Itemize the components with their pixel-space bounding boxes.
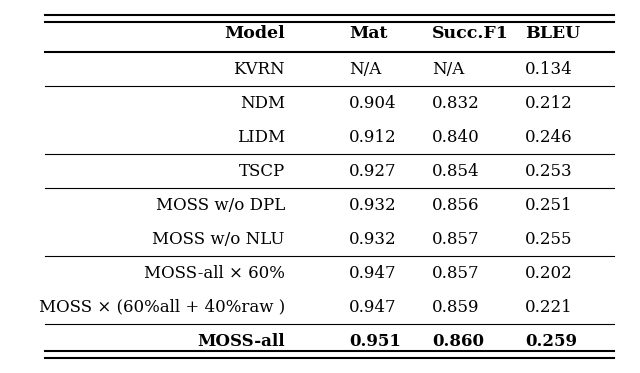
Text: Model: Model bbox=[224, 25, 285, 42]
Text: 0.932: 0.932 bbox=[349, 231, 396, 248]
Text: MOSS w/o DPL: MOSS w/o DPL bbox=[156, 197, 285, 214]
Text: 0.832: 0.832 bbox=[432, 95, 480, 112]
Text: 0.951: 0.951 bbox=[349, 333, 401, 350]
Text: 0.857: 0.857 bbox=[432, 264, 479, 282]
Text: 0.246: 0.246 bbox=[525, 129, 572, 146]
Text: 0.840: 0.840 bbox=[432, 129, 480, 146]
Text: 0.859: 0.859 bbox=[432, 299, 479, 316]
Text: TSCP: TSCP bbox=[239, 163, 285, 180]
Text: 0.927: 0.927 bbox=[349, 163, 396, 180]
Text: NDM: NDM bbox=[239, 95, 285, 112]
Text: 0.221: 0.221 bbox=[525, 299, 573, 316]
Text: 0.856: 0.856 bbox=[432, 197, 479, 214]
Text: MOSS w/o NLU: MOSS w/o NLU bbox=[152, 231, 285, 248]
Text: 0.212: 0.212 bbox=[525, 95, 573, 112]
Text: LIDM: LIDM bbox=[237, 129, 285, 146]
Text: 0.857: 0.857 bbox=[432, 231, 479, 248]
Text: MOSS-all: MOSS-all bbox=[197, 333, 285, 350]
Text: BLEU: BLEU bbox=[525, 25, 580, 42]
Text: N/A: N/A bbox=[349, 61, 381, 78]
Text: Succ.F1: Succ.F1 bbox=[432, 25, 509, 42]
Text: N/A: N/A bbox=[432, 61, 464, 78]
Text: 0.134: 0.134 bbox=[525, 61, 573, 78]
Text: 0.932: 0.932 bbox=[349, 197, 396, 214]
Text: 0.255: 0.255 bbox=[525, 231, 572, 248]
Text: KVRN: KVRN bbox=[233, 61, 285, 78]
Text: 0.912: 0.912 bbox=[349, 129, 396, 146]
Text: 0.253: 0.253 bbox=[525, 163, 572, 180]
Text: 0.202: 0.202 bbox=[525, 264, 573, 282]
Text: MOSS-all × 60%: MOSS-all × 60% bbox=[144, 264, 285, 282]
Text: Mat: Mat bbox=[349, 25, 387, 42]
Text: 0.860: 0.860 bbox=[432, 333, 484, 350]
Text: MOSS × (60%all + 40%raw ): MOSS × (60%all + 40%raw ) bbox=[38, 299, 285, 316]
Text: 0.904: 0.904 bbox=[349, 95, 396, 112]
Text: 0.947: 0.947 bbox=[349, 299, 396, 316]
Text: 0.259: 0.259 bbox=[525, 333, 577, 350]
Text: 0.854: 0.854 bbox=[432, 163, 479, 180]
Text: 0.947: 0.947 bbox=[349, 264, 396, 282]
Text: 0.251: 0.251 bbox=[525, 197, 572, 214]
